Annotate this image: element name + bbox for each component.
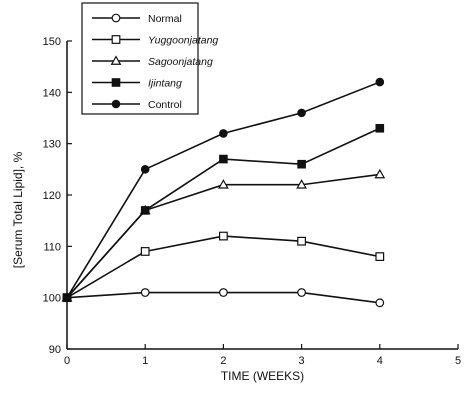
y-tick-label: 130 — [43, 139, 61, 151]
data-point-normal — [297, 288, 307, 297]
y-tick-label: 90 — [49, 344, 61, 356]
data-point-ijintang — [375, 123, 385, 133]
legend-marker-normal — [111, 13, 121, 23]
y-tick-label: 140 — [43, 87, 61, 99]
legend-box — [81, 2, 199, 115]
legend-label-normal: Normal — [148, 13, 182, 25]
legend-marker-ijintang — [111, 78, 121, 87]
legend-label-sagoonjatang: Sagoonjatang — [148, 56, 213, 68]
x-tick-label: 5 — [455, 355, 461, 367]
data-point-yuggoonjatang — [297, 236, 306, 246]
y-tick-label: 150 — [43, 36, 61, 48]
legend: Normal Yuggoonjatang Sagoonjatang Ijintang C… — [81, 2, 218, 115]
legend-marker-yuggoonjatang — [111, 35, 121, 44]
x-tick-label: 4 — [377, 355, 383, 367]
data-point-ijintang — [219, 154, 228, 164]
data-series — [61, 77, 386, 308]
data-point-normal — [140, 288, 150, 297]
x-axis-label: TIME (WEEKS) — [221, 369, 304, 383]
data-point-yuggoonjatang — [140, 247, 150, 256]
data-point-sagoonjatang — [296, 179, 308, 189]
x-tick-label: 3 — [299, 355, 305, 367]
data-point-sagoonjatang — [374, 168, 386, 179]
data-point-yuggoonjatang — [219, 231, 228, 241]
data-point-ijintang — [140, 206, 150, 215]
data-point-ijintang — [297, 159, 306, 169]
y-tick-label: 120 — [43, 190, 61, 202]
data-point-control — [375, 77, 385, 87]
series-line-ijintang — [66, 127, 381, 299]
data-point-control — [297, 108, 306, 118]
y-tick-label: 110 — [43, 241, 61, 253]
data-point-yuggoonjatang — [375, 252, 385, 262]
data-point-sagoonjatang — [217, 179, 229, 189]
data-point-control — [62, 293, 72, 302]
tick-labels: 0 1 2 3 4 5 90 100 110 120 130 140 150 — [43, 36, 461, 367]
data-point-normal — [375, 298, 385, 308]
x-tick-label: 2 — [220, 355, 226, 367]
data-point-control — [219, 129, 228, 138]
x-tick-label: 1 — [142, 355, 148, 367]
legend-marker-control — [111, 99, 121, 109]
y-tick-label: 100 — [43, 293, 61, 305]
legend-label-yuggoonjatang: Yuggoonjatang — [148, 35, 218, 47]
data-point-normal — [218, 288, 228, 297]
x-tick-label: 0 — [64, 355, 70, 367]
data-point-control — [140, 165, 150, 174]
legend-marker-sagoonjatang — [110, 55, 122, 65]
legend-label-ijintang: Ijintang — [148, 78, 182, 90]
y-axis-label: [Serum Total Lipid], % — [11, 151, 25, 268]
legend-label-control: Control — [148, 99, 182, 111]
